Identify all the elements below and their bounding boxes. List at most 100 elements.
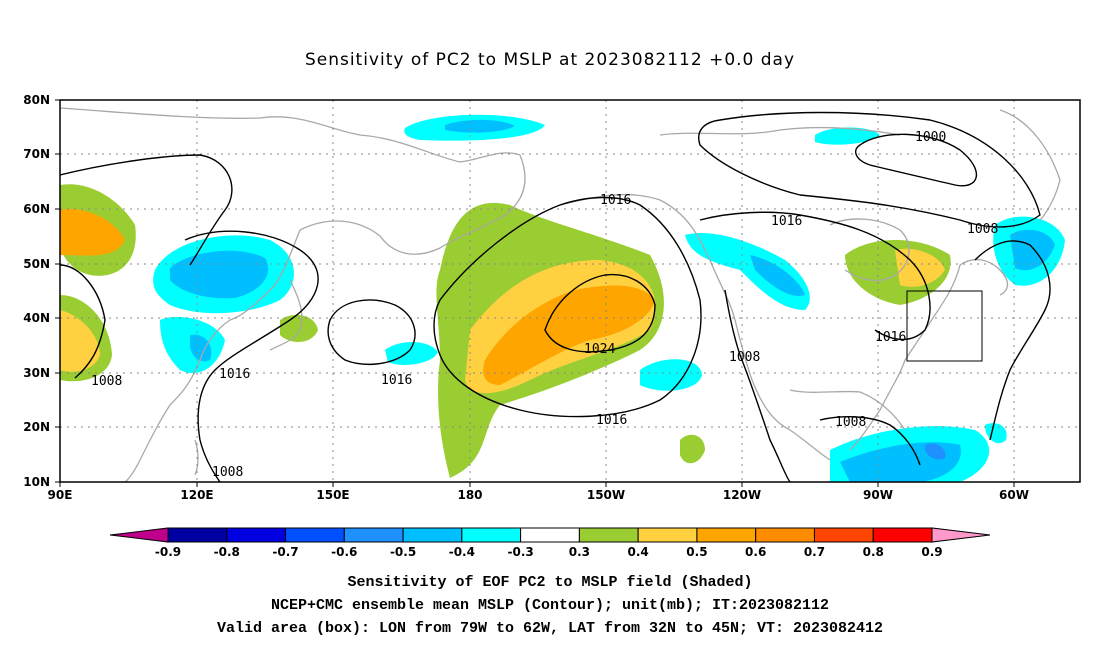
colorbar-label: -0.4 [449,545,475,559]
coast-westcoast-na [734,319,831,461]
lon-label: 120W [723,488,761,502]
colorbar-labels: -0.9 -0.8 -0.7 -0.6 -0.5 -0.4 -0.3 0.3 0.4 0.5 0.6… [155,545,943,559]
coast-gulf-mexico [789,389,906,431]
colorbar-label: 0.4 [628,545,649,559]
colorbar-cell [578,527,639,543]
contour-1008-asia [60,264,106,379]
lon-label: 90E [48,488,73,502]
colorbar-cell [285,527,345,543]
mslp-contours [60,111,1051,482]
contour-label: 1008 [967,222,998,237]
colorbar-label: -0.5 [390,545,416,559]
colorbar-cell [461,527,522,543]
contour-1000 [855,133,978,187]
colorbar-label: -0.7 [272,545,298,559]
lat-label: 50N [23,257,50,271]
contour-1008-eastasia [184,230,319,482]
shade-atlantic-negative [985,423,1007,444]
contour-label: 1008 [835,415,866,430]
caption-line-2: NCEP+CMC ensemble mean MSLP (Contour); u… [270,597,830,614]
colorbar-cell [813,527,874,543]
contour-label: 1016 [381,373,412,388]
colorbar-cell [343,527,404,543]
gridlines [60,100,1080,482]
colorbar-label: 0.3 [569,545,590,559]
contour-label: 1016 [600,193,631,208]
coast-east-asia [124,229,301,482]
shade-korea-blue [190,334,212,362]
axis-ticks [55,99,1015,487]
contour-label: 1016 [771,214,802,229]
contour-label: 1008 [91,374,122,389]
colorbar-cell [637,527,698,543]
contour-1008-atlantic [974,240,1051,441]
colorbar-cell [872,527,933,543]
lat-label: 40N [23,311,50,325]
contour-1008-na-south [819,416,921,466]
contour-1008-north [698,111,1041,228]
colorbar-low-triangle [109,527,169,543]
coast-eastcoast-na [849,264,961,451]
lon-label: 60W [999,488,1029,502]
coast-alaska [559,193,736,321]
coast-japan [269,279,303,351]
shade-pacific-orange [483,285,655,385]
lon-labels: 90E 120E 150E 180 150W 120W 90W 60W [48,488,1029,502]
shade-japan-positive [280,314,318,342]
contour-label: 1016 [219,367,250,382]
lon-label: 180 [457,488,482,502]
lon-label: 90W [863,488,893,502]
valid-area-box [906,290,983,362]
colorbar-label: -0.9 [155,545,181,559]
lon-label: 150E [316,488,349,502]
colorbar-label: 0.7 [804,545,825,559]
coast-siberia-north [60,107,521,163]
shade-china-yellow [60,310,100,372]
contour-label: 1024 [584,342,615,357]
lat-label: 20N [23,420,50,434]
shade-westcoast-negative [685,232,810,310]
contour-label: 1000 [915,130,946,145]
shade-mongolia-blue [170,250,269,299]
contour-label: 1008 [212,465,243,480]
colorbar-cell [696,527,757,543]
colorbar-high-triangle [931,527,991,543]
shade-bering-negative [815,127,880,145]
colorbar-cell [226,527,287,543]
lon-label: 120E [180,488,213,502]
map-title: Sensitivity of PC2 to MSLP at 2023082112… [304,50,796,70]
contour-1016-pacific-high [433,196,702,418]
coast-arctic-america [659,126,901,136]
colorbar-label: -0.6 [331,545,357,559]
lon-label: 150W [587,488,625,502]
coast-greenland [999,109,1061,221]
shade-central-pacific-negative [385,341,438,365]
shade-newfoundland-blue [1010,229,1055,271]
colorbar-label: 0.9 [921,545,942,559]
colorbar-label: -0.8 [214,545,240,559]
contour-1024-pacific-high [544,273,656,353]
colorbar-cells [167,527,933,543]
colorbar-cell [520,527,580,543]
coast-philippines [194,439,199,476]
contour-labels: 1000 1008 1016 1016 1008 1016 1016 1024 … [91,130,998,480]
colorbar-label: 0.5 [686,545,707,559]
lat-label: 70N [23,147,50,161]
shade-baja-negative [640,359,702,391]
shade-mexico-positive [680,434,705,464]
contour-label: 1008 [729,350,760,365]
lat-labels: 80N 70N 60N 50N 40N 30N 20N 10N [23,93,50,489]
colorbar-cell [755,527,815,543]
coast-hudson-bay [829,218,910,282]
colorbar: -0.9 -0.8 -0.7 -0.6 -0.5 -0.4 -0.3 0.3 0.4 0.5 0.6… [109,527,991,559]
shade-caribbean-darkblue [925,443,946,460]
lat-label: 10N [23,475,50,489]
lat-label: 30N [23,366,50,380]
contour-1016-asia [60,154,233,266]
contour-1016-na [699,211,931,341]
shade-westcoast-blue [750,255,805,296]
shaded-sensitivity-layer [60,114,1065,482]
contour-1016-westpac [327,299,416,365]
colorbar-cell [402,527,463,543]
